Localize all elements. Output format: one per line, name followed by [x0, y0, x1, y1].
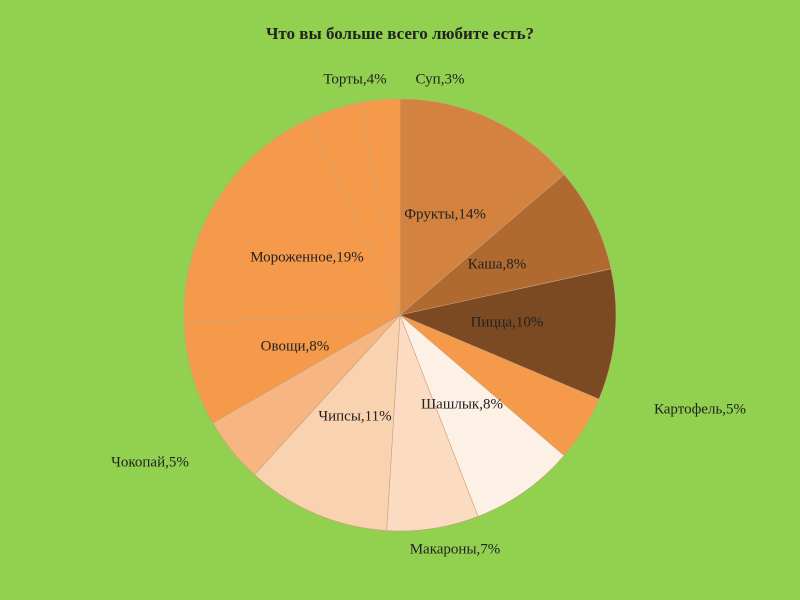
- data-label: Макароны,7%: [410, 541, 501, 557]
- data-label: Мороженное,19%: [250, 249, 364, 265]
- data-label: Пицца,10%: [471, 314, 544, 330]
- pie-slice: [399, 268, 617, 400]
- pie-slice: [183, 314, 401, 424]
- data-label: Торты,4%: [323, 71, 386, 87]
- pie-slice: [254, 314, 401, 531]
- data-label: Каша,8%: [468, 256, 526, 272]
- pie-slice: [183, 118, 401, 322]
- pie-slice: [399, 174, 612, 316]
- data-label: Фрукты,14%: [404, 206, 486, 222]
- data-label: Чипсы,11%: [318, 408, 391, 424]
- pie-slice: [399, 98, 565, 316]
- data-label: Суп,3%: [416, 71, 465, 87]
- chart-title: Что вы больше всего любите есть?: [266, 24, 534, 43]
- data-label: Овощи,8%: [261, 338, 330, 354]
- pie-slice: [399, 314, 565, 517]
- data-label: Чокопай,5%: [111, 454, 189, 470]
- data-label: Шашлык,8%: [421, 396, 503, 412]
- data-label: Картофель,5%: [654, 401, 746, 417]
- pie-slice: [359, 98, 401, 316]
